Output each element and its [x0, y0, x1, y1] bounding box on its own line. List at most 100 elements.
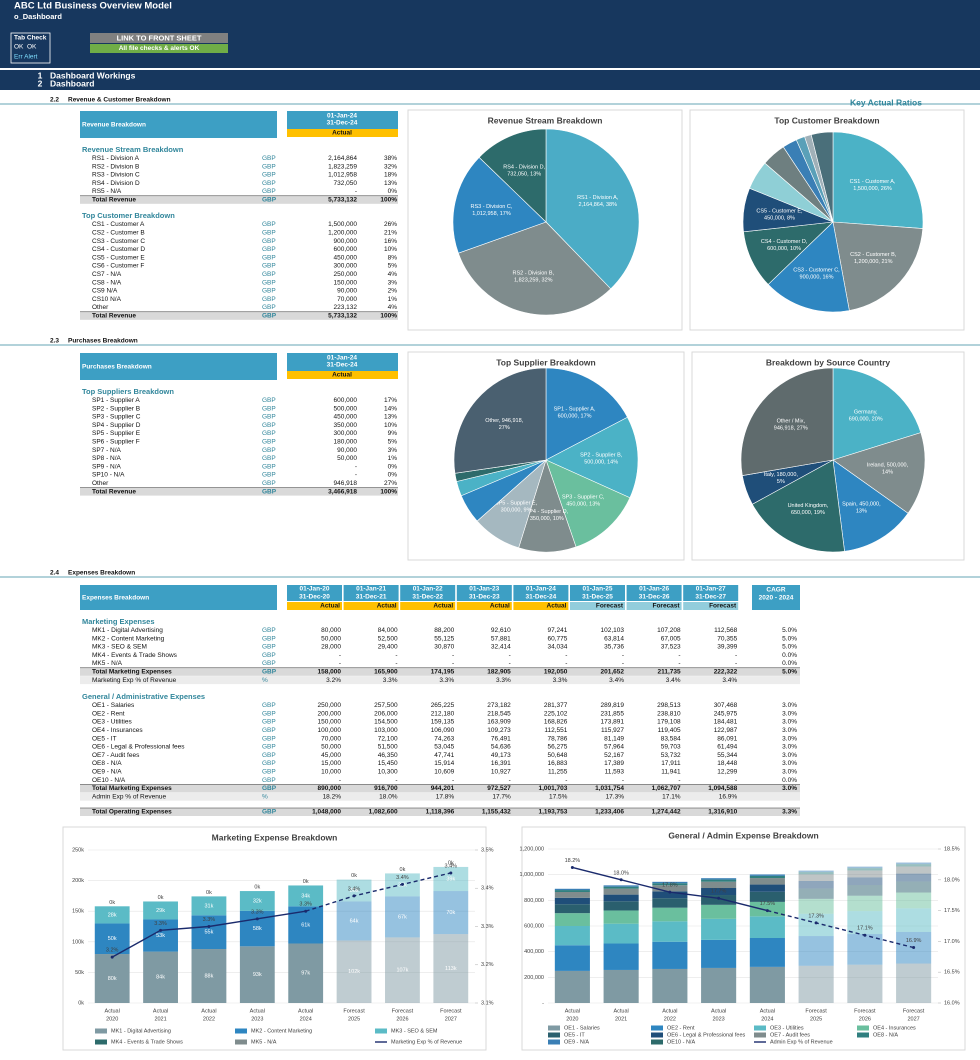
legend-label: OE5 - IT: [564, 1032, 585, 1038]
ratio-point: [570, 865, 574, 869]
bar-label: 93k: [253, 972, 262, 978]
bar-label: 36k: [350, 888, 359, 894]
row-value: 51,500: [378, 744, 398, 751]
row-value: 11,593: [605, 769, 625, 776]
bar-segment: [603, 886, 639, 889]
row-unit: GBP: [262, 422, 276, 429]
row-value: 59,703: [661, 744, 681, 751]
bar-segment: [652, 898, 688, 908]
period-end: 31-Dec-23: [469, 594, 500, 601]
row-value: 1,193,753: [538, 809, 567, 816]
row-value: 298,513: [657, 702, 681, 709]
row-value: 15,914: [434, 760, 454, 767]
row-unit: GBP: [262, 163, 276, 170]
legend-label: OE10 - N/A: [667, 1039, 695, 1045]
row-label: OE6 - Legal & Professional fees: [92, 744, 185, 751]
row-value: -: [565, 652, 567, 659]
row-value: 17.5%: [549, 793, 568, 800]
bar-label: 107k: [396, 968, 408, 974]
line-label: 17.3%: [808, 913, 824, 919]
row-value: 163,909: [487, 719, 511, 726]
row-value: 225,102: [544, 710, 568, 717]
pie-slice: [452, 156, 547, 254]
row-value: -: [452, 777, 454, 784]
x-tick-label: 2027: [445, 1016, 457, 1022]
legend-swatch: [651, 1032, 663, 1038]
row-value: 10,300: [378, 769, 398, 776]
bar-segment: [554, 897, 590, 905]
row-label: Total Marketing Expenses: [92, 785, 172, 792]
row-value: 211,735: [657, 669, 681, 676]
tab-check-box: [10, 32, 51, 64]
link-text[interactable]: LINK TO FRONT SHEET: [117, 33, 202, 42]
row-value: 115,927: [601, 727, 624, 734]
row-value: 3.3%: [496, 677, 511, 684]
row-unit: GBP: [262, 263, 276, 270]
row-share: 5%: [388, 263, 398, 270]
row-value: 52,167: [604, 752, 624, 759]
status-bar: [90, 44, 228, 53]
bar-label: 97k: [301, 971, 310, 977]
row-value: 250,000: [334, 271, 358, 278]
x-tick-label: 2024: [300, 1016, 312, 1022]
slice-label: 27%: [499, 425, 510, 431]
period-status: Actual: [433, 603, 453, 610]
row-value: 500,000: [334, 405, 358, 412]
bar-segment: [603, 888, 639, 895]
row-share: 16%: [384, 238, 397, 245]
row-value: 103,000: [374, 727, 398, 734]
row-value: 1,001,703: [538, 785, 567, 792]
status-cell: [626, 602, 682, 610]
row-value: 30,870: [434, 644, 454, 651]
row-label: OE4 - Insurances: [92, 727, 143, 734]
legend-swatch: [651, 1039, 663, 1045]
group-title: Top Suppliers Breakdown: [82, 387, 174, 396]
x-tick-label: 2021: [615, 1016, 627, 1022]
bar-label: 39k: [446, 876, 455, 882]
bar-segment: [94, 954, 130, 1003]
row-value: 154,500: [374, 719, 398, 726]
bar-segment: [847, 895, 883, 912]
y2-tick-label: 3.2%: [481, 962, 494, 968]
x-tick-status: Actual: [153, 1008, 168, 1014]
y-tick-label: 1,200,000: [520, 846, 544, 852]
row-share: 1%: [388, 455, 398, 462]
row-value: 1,062,707: [652, 785, 681, 792]
row-value: 53,732: [661, 752, 681, 759]
row-label: RS1 - Division A: [92, 155, 140, 162]
bar-segment: [847, 868, 883, 871]
period-start: 01-Jan-20: [300, 586, 330, 593]
bar-label: 31k: [205, 903, 214, 909]
row-value: 63,814: [604, 635, 624, 642]
bar-segment: [798, 936, 834, 966]
row-value: 222,322: [714, 669, 738, 676]
table-header-label: Revenue Breakdown: [82, 122, 146, 129]
cagr-label: CAGR: [766, 587, 785, 594]
table-header-label: Purchases Breakdown: [82, 364, 152, 371]
status-cell: [287, 129, 398, 137]
group-title: Marketing Expenses: [82, 617, 155, 626]
row-unit: GBP: [262, 727, 276, 734]
slice-label: 946,918, 27%: [774, 425, 808, 431]
row-unit: GBP: [262, 652, 276, 659]
row-value: 112,568: [714, 627, 737, 634]
legend-label: MK3 - SEO & SEM: [391, 1028, 438, 1034]
status-cell: [343, 602, 399, 610]
row-value: -: [509, 660, 511, 667]
slice-label: CS2 - Customer B,: [850, 252, 897, 258]
row-value: 174,195: [431, 669, 455, 676]
x-tick-label: 2025: [348, 1016, 360, 1022]
row-share: 1%: [388, 296, 398, 303]
row-value: 18.2%: [323, 793, 342, 800]
row-value: -: [452, 652, 454, 659]
row-label: CS2 - Customer B: [92, 230, 145, 237]
row-label: Admin Exp % of Revenue: [92, 793, 166, 800]
period-header: [513, 585, 569, 601]
row-label: SP10 - N/A: [92, 472, 125, 479]
bar-segment: [896, 873, 932, 882]
row-cagr: 3.0%: [782, 785, 797, 792]
bar-segment: [554, 891, 590, 898]
row-value: -: [735, 660, 737, 667]
link-button[interactable]: [90, 33, 228, 43]
legend-swatch: [235, 1039, 247, 1045]
